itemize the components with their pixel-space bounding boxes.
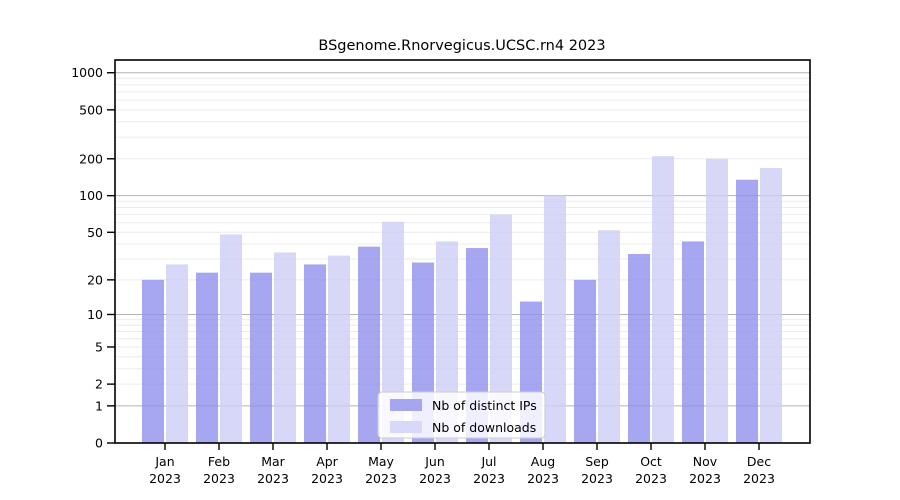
- bar-downloads-sep: [598, 230, 620, 443]
- y-tick-label: 1000: [71, 65, 103, 80]
- y-tick-label: 100: [79, 188, 103, 203]
- x-tick-label-year: 2023: [419, 471, 451, 486]
- chart-title: BSgenome.Rnorvegicus.UCSC.rn4 2023: [318, 38, 605, 54]
- bar-downloads-may: [382, 221, 404, 443]
- x-tick-label-month: Aug: [531, 454, 555, 469]
- bar-distinct-ips-nov: [682, 241, 704, 443]
- y-tick-label: 10: [87, 307, 103, 322]
- bar-distinct-ips-feb: [196, 272, 218, 443]
- legend-label-distinct-ips: Nb of distinct IPs: [432, 398, 537, 413]
- x-tick-label-month: Mar: [261, 454, 285, 469]
- bar-downloads-feb: [220, 234, 242, 443]
- x-tick-label-month: Oct: [640, 454, 662, 469]
- legend-label-downloads: Nb of downloads: [432, 420, 536, 435]
- y-tick-label: 5: [95, 339, 103, 354]
- plot-border: [114, 59, 811, 444]
- bar-downloads-oct: [652, 156, 674, 444]
- x-tick-label-month: May: [368, 454, 394, 469]
- bar-downloads-jan: [166, 264, 188, 443]
- bar-downloads-dec: [760, 168, 782, 443]
- x-tick-label-year: 2023: [635, 471, 667, 486]
- gridlines: [115, 72, 810, 407]
- x-tick-label-year: 2023: [527, 471, 559, 486]
- bar-distinct-ips-dec: [736, 179, 758, 443]
- x-tick-label-year: 2023: [203, 471, 235, 486]
- bar-distinct-ips-sep: [574, 279, 596, 443]
- x-tick-label-year: 2023: [689, 471, 721, 486]
- x-tick-label-month: Apr: [316, 454, 338, 469]
- axes: 0 1 2 5 10 20 50 100 200 500 1000 Jan 2023 Feb 2023 Mar…: [71, 65, 775, 486]
- bar-downloads-mar: [274, 252, 296, 443]
- y-tick-label: 2: [95, 377, 103, 392]
- bar-downloads-nov: [706, 158, 728, 443]
- x-tick-label-year: 2023: [581, 471, 613, 486]
- x-tick-label-month: Jul: [480, 454, 496, 469]
- y-tick-label: 1: [95, 398, 103, 413]
- y-tick-label: 0: [95, 436, 103, 451]
- x-tick-label-month: Sep: [585, 454, 609, 469]
- legend-swatch-downloads: [390, 421, 422, 433]
- x-tick-label-year: 2023: [149, 471, 181, 486]
- x-tick-label-month: Jan: [154, 454, 174, 469]
- y-tick-label: 200: [79, 151, 103, 166]
- bar-downloads-aug: [544, 195, 566, 443]
- x-tick-label-year: 2023: [743, 471, 775, 486]
- x-tick-label-month: Jun: [424, 454, 445, 469]
- bar-distinct-ips-may: [358, 246, 380, 443]
- bar-downloads-jul: [490, 214, 512, 443]
- y-tick-label: 500: [79, 102, 103, 117]
- x-tick-label-year: 2023: [311, 471, 343, 486]
- bar-distinct-ips-jan: [142, 279, 164, 443]
- bar-distinct-ips-oct: [628, 254, 650, 443]
- legend-swatch-distinct-ips: [390, 399, 422, 411]
- x-tick-label-year: 2023: [365, 471, 397, 486]
- y-tick-label: 50: [87, 225, 103, 240]
- x-tick-label-year: 2023: [473, 471, 505, 486]
- x-tick-label-month: Dec: [747, 454, 771, 469]
- x-tick-label-month: Nov: [693, 454, 718, 469]
- bar-distinct-ips-mar: [250, 272, 272, 443]
- x-tick-label-year: 2023: [257, 471, 289, 486]
- bar-distinct-ips-apr: [304, 264, 326, 443]
- x-tick-label-month: Feb: [208, 454, 230, 469]
- legend: Nb of distinct IPs Nb of downloads: [377, 391, 546, 439]
- bar-downloads-apr: [328, 255, 350, 443]
- y-tick-label: 20: [87, 272, 103, 287]
